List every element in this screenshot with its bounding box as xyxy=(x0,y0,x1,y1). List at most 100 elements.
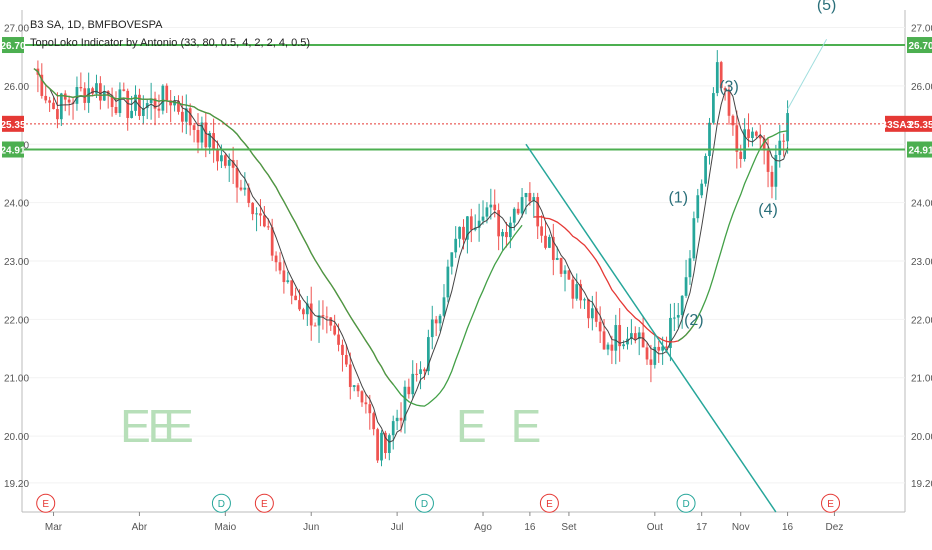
candle-body xyxy=(395,417,399,422)
candle-body xyxy=(485,207,489,217)
candle-body xyxy=(450,252,454,267)
candle-body xyxy=(739,151,743,159)
candle-body xyxy=(684,277,688,296)
candle-body xyxy=(563,270,567,274)
candle-body xyxy=(540,226,543,236)
candle-body xyxy=(399,417,403,421)
candle-body xyxy=(196,129,200,143)
candle-body xyxy=(688,258,692,278)
candle-body xyxy=(376,429,379,461)
candle-body xyxy=(208,133,212,148)
candle-body xyxy=(177,100,180,112)
candle-body xyxy=(430,319,434,338)
candle-body xyxy=(516,208,520,214)
candle-body xyxy=(380,432,383,461)
candle-body xyxy=(481,216,485,221)
candle-body xyxy=(614,325,618,351)
candle-body xyxy=(52,102,55,110)
candle-body xyxy=(348,364,352,387)
level-tag-left-25.35 xyxy=(2,115,24,132)
wave-label: (1) xyxy=(668,190,688,207)
candle-body xyxy=(559,257,563,274)
candle-body xyxy=(79,87,83,89)
candle-body xyxy=(290,280,294,296)
event-marker-letter: E xyxy=(42,499,49,510)
y-tick-label-left: 19.20 xyxy=(4,479,29,490)
candle-body xyxy=(442,297,446,316)
candle-body xyxy=(770,171,774,187)
candle-body xyxy=(114,107,118,114)
candle-body xyxy=(731,115,735,126)
candle-body xyxy=(626,338,629,345)
y-tick-label-left: 22.00 xyxy=(4,315,29,326)
candle-body xyxy=(145,103,149,109)
x-tick-label: 17 xyxy=(696,522,708,533)
candle-body xyxy=(126,90,130,118)
event-marker-D[interactable] xyxy=(414,493,434,513)
candle-body xyxy=(216,149,219,162)
candle-body xyxy=(426,337,430,372)
event-marker-D[interactable] xyxy=(676,493,696,513)
candle-body xyxy=(181,111,184,122)
candle-body xyxy=(727,90,731,116)
event-marker-E[interactable] xyxy=(821,493,841,513)
candle-body xyxy=(329,317,333,326)
candle-body xyxy=(473,227,477,230)
candle-body xyxy=(184,108,188,122)
earnings-e-large: E xyxy=(511,400,542,452)
candle-body xyxy=(134,94,137,111)
candle-body xyxy=(391,421,395,436)
candle-body xyxy=(587,299,590,319)
candle-body xyxy=(188,108,192,126)
y-tick-label-left: 20.00 xyxy=(4,432,29,443)
x-tick-label: Ago xyxy=(474,522,492,533)
candle-body xyxy=(637,332,641,339)
candle-body xyxy=(110,95,114,108)
level-tag-right-24.91 xyxy=(907,141,932,158)
candle-body xyxy=(223,155,227,166)
y-tick-label-right: 22.00 xyxy=(911,315,932,326)
candle-body xyxy=(489,204,493,208)
candle-body xyxy=(294,295,297,301)
candle-body xyxy=(661,346,664,351)
candle-body xyxy=(610,344,614,351)
candle-body xyxy=(743,129,746,159)
ma-fast-line xyxy=(33,68,789,443)
candle-body xyxy=(118,89,122,114)
candle-body xyxy=(360,391,364,403)
event-marker-D[interactable] xyxy=(211,493,231,513)
candle-body xyxy=(364,402,368,405)
event-marker-E[interactable] xyxy=(254,493,274,513)
x-tick-label: Maio xyxy=(214,522,236,533)
wave-label: (2) xyxy=(684,312,704,329)
candle-body xyxy=(263,215,266,227)
candle-body xyxy=(649,359,653,365)
candle-body xyxy=(645,347,649,360)
earnings-e-large: E xyxy=(148,400,179,452)
candle-body xyxy=(333,325,337,335)
candle-body xyxy=(368,404,372,414)
candle-body xyxy=(508,222,512,238)
candle-body xyxy=(278,262,282,271)
x-tick-label: Nov xyxy=(732,522,750,533)
candle-body xyxy=(462,226,465,240)
candle-body xyxy=(758,135,762,139)
earnings-e-large: E xyxy=(163,400,194,452)
candle-body xyxy=(239,187,243,190)
candle-body xyxy=(630,333,633,339)
x-tick-label: Out xyxy=(647,522,663,533)
event-marker-E[interactable] xyxy=(36,493,56,513)
candle-body xyxy=(700,183,704,196)
event-marker-letter: D xyxy=(218,499,225,510)
candle-body xyxy=(411,373,415,395)
level-tag-right-text: 26.70 xyxy=(908,41,932,52)
candle-body xyxy=(83,88,87,103)
level-tag-right-text: 25.35 xyxy=(908,120,932,131)
candle-body xyxy=(454,238,458,253)
candle-body xyxy=(153,98,157,109)
candle-body xyxy=(618,325,622,347)
candle-body xyxy=(715,62,719,94)
event-marker-E[interactable] xyxy=(539,493,559,513)
